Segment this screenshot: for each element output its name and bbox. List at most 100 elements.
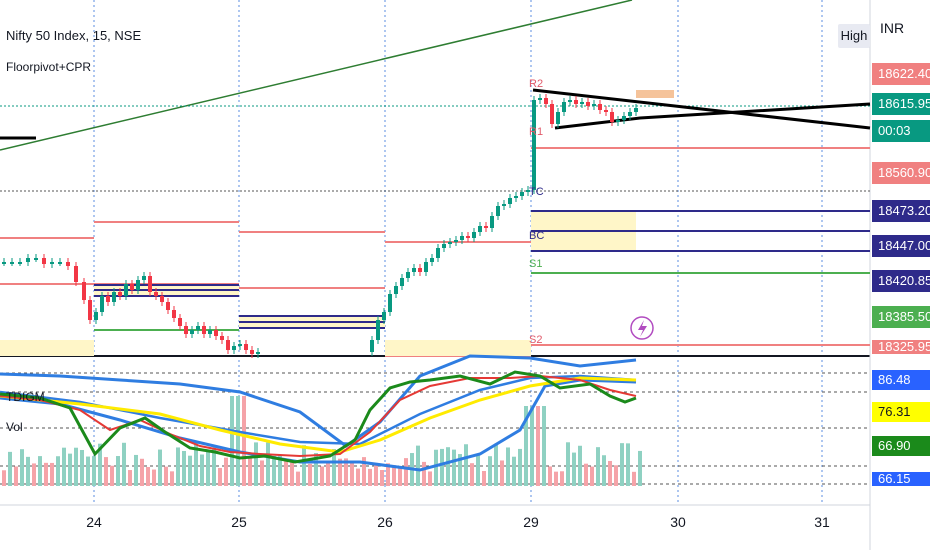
candle <box>628 112 632 116</box>
sub-indicator-label[interactable]: TDIGM <box>6 390 45 404</box>
pivot-level-label: S1 <box>529 258 543 270</box>
candle <box>544 98 548 104</box>
candle <box>256 352 260 354</box>
lightning-icon-glyph <box>638 320 647 337</box>
candle <box>370 340 374 352</box>
volume-bar <box>404 458 408 486</box>
volume-bar <box>440 448 444 486</box>
volume-bar <box>308 463 312 486</box>
volume-bar <box>464 444 468 486</box>
price-label: 18447.00 <box>872 235 932 257</box>
volume-bar <box>2 470 6 486</box>
volume-bar <box>254 442 258 486</box>
high-button[interactable]: High <box>838 24 870 48</box>
candle <box>88 300 92 320</box>
volume-bar <box>80 449 84 486</box>
volume-bar <box>584 463 588 486</box>
volume-bar <box>206 450 210 486</box>
candle <box>208 330 212 334</box>
volume-bar <box>62 447 66 486</box>
volume-bar <box>230 396 234 486</box>
volume-bar <box>428 471 432 486</box>
rsi-red-line <box>0 374 637 458</box>
volume-bar <box>224 457 228 486</box>
candle <box>532 100 536 190</box>
volume-bar <box>356 468 360 486</box>
candle <box>634 108 638 112</box>
candle <box>250 350 254 354</box>
volume-bar <box>596 447 600 486</box>
volume-bar <box>14 466 18 486</box>
candle <box>460 236 464 240</box>
price-label: 18473.20 <box>872 200 932 222</box>
volume-bar <box>578 445 582 486</box>
candle <box>610 112 614 122</box>
candle <box>598 104 602 110</box>
volume-bar <box>512 456 516 486</box>
candle <box>58 262 62 264</box>
candle <box>26 258 30 262</box>
x-tick-label: 29 <box>523 514 539 530</box>
volume-bar <box>182 450 186 486</box>
candle <box>430 258 434 262</box>
volume-bar <box>212 447 216 486</box>
candle <box>10 262 14 264</box>
price-label: 18325.95 <box>872 340 930 354</box>
candle <box>74 266 78 282</box>
candle <box>400 278 404 286</box>
volume-label[interactable]: Vol <box>6 420 23 434</box>
candle <box>136 280 140 290</box>
volume-bar <box>602 455 606 486</box>
candle <box>214 330 218 336</box>
highlight-zone <box>636 90 674 98</box>
candle <box>202 326 206 334</box>
volume-bar <box>350 462 354 486</box>
indicator-label[interactable]: Floorpivot+CPR <box>6 60 92 74</box>
volume-bar <box>38 456 42 486</box>
candle <box>526 190 530 192</box>
candle <box>66 262 70 266</box>
volume-bar <box>560 471 564 486</box>
candle <box>442 244 446 248</box>
candle <box>574 100 578 104</box>
price-label: 18420.85 <box>872 270 932 292</box>
candle <box>184 326 188 334</box>
volume-bar <box>398 466 402 486</box>
price-label: 18385.50 <box>872 306 932 328</box>
candle <box>42 258 46 264</box>
volume-bar <box>242 396 246 486</box>
volume-bar <box>332 449 336 486</box>
candle <box>586 102 590 106</box>
cpr-band <box>385 340 531 356</box>
trend-line <box>0 0 633 151</box>
volume-bar <box>368 468 372 486</box>
volume-bar <box>122 442 126 486</box>
candle <box>154 292 158 296</box>
candle <box>448 242 452 244</box>
candle <box>148 276 152 292</box>
volume-bar <box>164 466 168 486</box>
volume-bar <box>218 467 222 486</box>
cpr-band <box>0 340 94 356</box>
volume-bar <box>482 470 486 486</box>
candle <box>82 282 86 300</box>
volume-bar <box>632 471 636 486</box>
candle <box>220 336 224 340</box>
volume-bar <box>590 466 594 486</box>
volume-bar <box>374 462 378 486</box>
volume-bar <box>392 465 396 486</box>
candle <box>232 346 236 350</box>
x-tick-label: 25 <box>231 514 247 530</box>
volume-bar <box>278 454 282 486</box>
volume-bar <box>626 443 630 486</box>
volume-bar <box>536 406 540 486</box>
volume-bar <box>476 454 480 486</box>
pivot-level-label: TC <box>529 186 544 198</box>
volume-bar <box>506 447 510 486</box>
volume-bar <box>452 449 456 486</box>
volume-bar <box>98 443 102 486</box>
volume-bar <box>314 453 318 486</box>
candle <box>18 262 22 264</box>
candle <box>604 110 608 112</box>
